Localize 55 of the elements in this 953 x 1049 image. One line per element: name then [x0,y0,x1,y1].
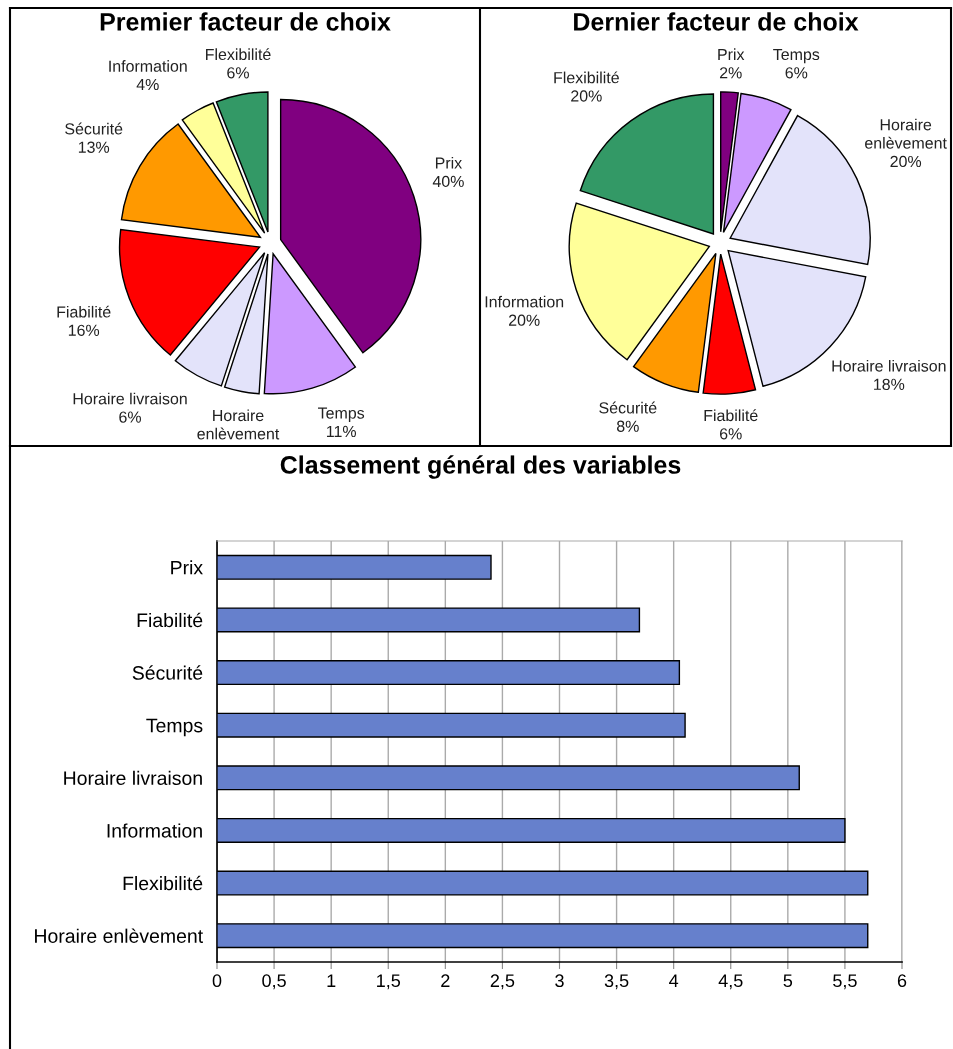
data-label: 20% [571,90,602,102]
slice-label: Information [109,60,187,72]
data-label: 16% [68,324,100,336]
slice-label: Information [485,295,564,308]
slice-label: Horaire enlèvement [865,118,947,149]
x-tick-label: 5,5 [833,974,857,990]
data-label: 13% [78,141,110,153]
data-label: 6% [719,428,742,440]
x-tick-label: 2,5 [490,974,515,990]
x-tick-label: 6 [897,974,907,988]
x-tick-label: 5 [783,974,793,988]
data-label: 6% [785,67,808,79]
x-tick-label: 0,5 [262,974,286,990]
x-tick-label: 1 [327,974,336,987]
slice-label: Horaire enlèvement [197,409,280,440]
slice-label: Prix [435,156,463,169]
chart-title: Classement général des variables [280,455,681,479]
data-label: 20% [890,155,922,168]
chart-title: Dernier facteur de choix [574,12,859,31]
x-tick-label: 1,5 [377,974,401,990]
slice-label: Sécurité [65,122,123,135]
y-tick-label: Information [107,823,202,838]
slice-label: Temps [318,407,365,422]
slice-label: Sécurité [599,401,657,414]
data-label: 11% [326,425,356,438]
slice-label: Prix [718,48,745,60]
slice-label: Temps [773,48,820,64]
y-tick-label: Prix [171,560,203,575]
slice-label: Fiabilité [57,305,111,318]
data-label: 6% [119,411,141,423]
slice-label: Flexibilité [206,48,271,61]
x-tick-label: 2 [441,974,450,987]
x-tick-label: 3,5 [604,974,629,990]
x-tick-label: 4,5 [718,974,743,990]
chart-title: Premier facteur de choix [100,12,391,31]
x-tick-label: 3 [555,974,564,988]
data-label: 40% [432,175,464,188]
data-label: 8% [616,420,639,432]
y-tick-label: Sécurité [132,665,203,680]
slice-label: Horaire livraison [832,359,946,372]
y-tick-label: Fiabilité [137,612,203,628]
x-tick-label: 0 [212,974,222,988]
slice-label: Flexibilité [554,71,619,84]
y-tick-label: Temps [146,718,203,737]
x-tick-label: 4 [669,974,679,987]
data-label: 6% [227,67,249,79]
y-tick-label: Flexibilité [123,875,203,891]
data-label: 2% [719,67,742,79]
y-tick-label: Horaire enlèvement [35,928,203,943]
slice-label: Horaire livraison [73,392,187,405]
data-label: 4% [136,78,159,91]
slice-label: Fiabilité [704,409,758,422]
data-label: 18% [874,378,905,391]
y-tick-label: Horaire livraison [64,770,202,786]
data-label: 20% [509,314,540,326]
